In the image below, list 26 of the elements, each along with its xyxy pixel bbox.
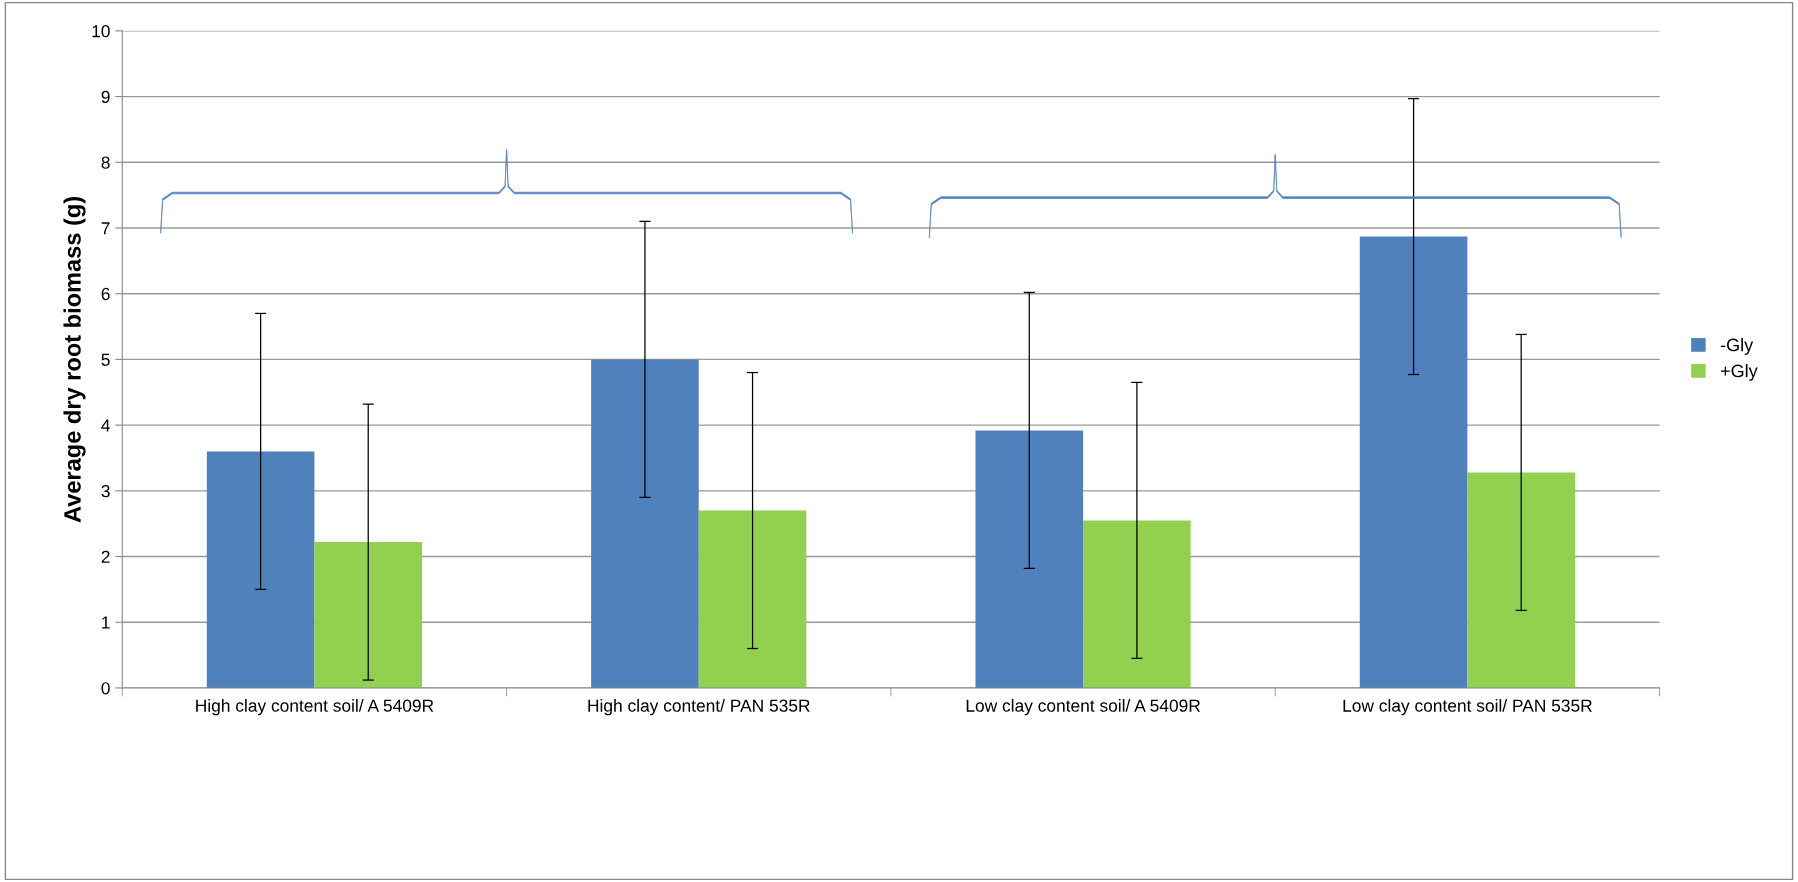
y-tick-label: 9 <box>101 90 110 104</box>
bar <box>975 430 1084 688</box>
y-tick-label: 2 <box>101 550 110 563</box>
y-tick-label: 6 <box>101 287 110 301</box>
y-tick-label: 5 <box>101 353 110 366</box>
x-tick-label: Low clay content soil/ PAN 535R <box>1343 699 1592 716</box>
y-tick-label: 0 <box>101 682 110 695</box>
bar <box>591 359 699 688</box>
bar <box>314 542 423 688</box>
x-tick-label: High clay content/ PAN 535R <box>588 699 810 716</box>
bar <box>206 451 315 688</box>
bar <box>1359 236 1468 688</box>
y-tick-label: 10 <box>92 25 110 38</box>
y-tick-label: 3 <box>101 485 110 498</box>
bar <box>1467 472 1575 688</box>
y-tick-label: 7 <box>101 222 110 235</box>
y-tick-label: 1 <box>102 616 110 629</box>
y-axis-title: Average dry root biomass (g) <box>63 197 86 523</box>
x-tick-label: Low clay content soil/ A 5409R <box>966 699 1201 716</box>
legend-label: +Gly <box>1720 364 1758 381</box>
x-tick-label: High clay content soil/ A 5409R <box>196 699 434 716</box>
bar <box>698 510 807 688</box>
y-tick-label: 4 <box>101 419 110 432</box>
legend-label: -Gly <box>1720 338 1754 355</box>
y-tick-label: 8 <box>101 156 110 169</box>
bar <box>1083 520 1191 688</box>
